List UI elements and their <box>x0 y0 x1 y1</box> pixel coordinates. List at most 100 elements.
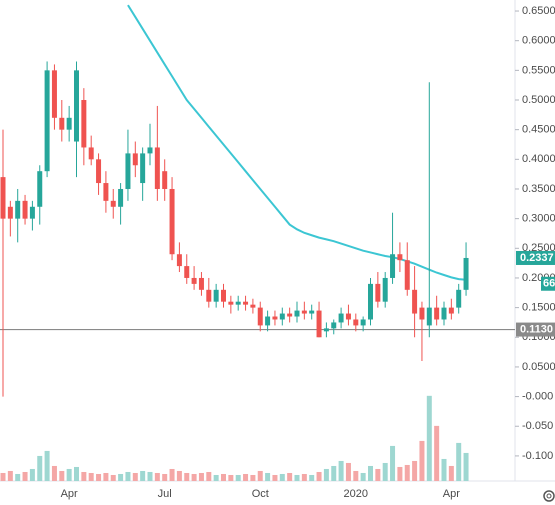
volume-bar <box>184 472 190 481</box>
annotation: 66 <box>543 278 555 290</box>
candle-body <box>154 147 160 189</box>
x-tick-label: Oct <box>252 488 269 500</box>
candle-body <box>59 117 65 130</box>
candle-body <box>22 200 28 219</box>
volume-bar <box>338 460 344 481</box>
volume-bar <box>235 474 241 481</box>
volume-bar <box>404 464 410 481</box>
hline-box <box>516 322 555 337</box>
candle-body <box>74 70 79 142</box>
volume-bar <box>198 472 204 481</box>
candle-body <box>426 307 432 326</box>
volume-bar <box>29 468 35 481</box>
volume-bar <box>353 470 359 481</box>
candle-body <box>147 147 153 154</box>
volume-bar <box>96 473 102 481</box>
y-tick-label: 0.1500 <box>522 302 555 314</box>
y-tick-label: 0.3000 <box>522 213 555 225</box>
candle-body <box>390 254 396 278</box>
candle-body <box>250 304 256 308</box>
candle-body <box>140 153 146 184</box>
volume-bar <box>375 468 381 481</box>
volume-bar <box>243 473 249 481</box>
settings-icon[interactable] <box>543 490 555 502</box>
candle-body <box>125 153 131 189</box>
candle-body <box>316 310 322 338</box>
volume-bar <box>419 440 425 481</box>
candle-body <box>81 100 87 148</box>
candle-body <box>162 171 168 189</box>
volume-bar <box>81 471 87 481</box>
candle-body <box>37 171 43 207</box>
volume-bar <box>441 458 447 481</box>
candle-body <box>463 257 469 290</box>
candle-body <box>44 70 50 172</box>
volume-bar <box>74 466 79 481</box>
volume-bar <box>125 471 131 481</box>
volume-bar <box>228 474 234 481</box>
candle-body <box>441 307 447 320</box>
candle-body <box>257 307 263 326</box>
volume-bar <box>147 471 153 481</box>
volume-bar <box>272 474 278 481</box>
volume-bar <box>323 468 329 481</box>
candle-body <box>345 313 351 320</box>
moving-average <box>127 4 467 281</box>
candle-body <box>448 307 454 314</box>
volume-bar <box>37 455 43 481</box>
candle-body <box>228 301 234 305</box>
volume-bar <box>44 450 50 481</box>
last-price-label: 0.2337 <box>520 252 554 264</box>
volume-bar <box>257 470 263 481</box>
candle-body <box>15 200 21 219</box>
candle-body <box>51 70 57 118</box>
candle-body <box>294 310 300 317</box>
volume-bar <box>287 472 293 481</box>
candle-body <box>279 313 285 320</box>
volume-bar <box>382 462 388 481</box>
candle-body <box>434 307 440 320</box>
candle-body <box>29 206 35 219</box>
volume-bar <box>412 460 418 481</box>
candle-body <box>309 310 315 314</box>
volume-bar <box>390 445 396 481</box>
x-tick-label: Apr <box>443 488 460 500</box>
volume-bar <box>456 442 462 481</box>
volume-bar <box>66 468 72 481</box>
volume-bar <box>103 472 109 481</box>
volume-bar <box>316 471 322 481</box>
candle-body <box>235 301 241 305</box>
candle-body <box>456 289 462 308</box>
candle-body <box>301 310 307 314</box>
candle-body <box>88 147 94 160</box>
volume-bar <box>397 466 403 481</box>
candle-body <box>412 289 418 314</box>
volume-bar <box>191 473 197 481</box>
candle-body <box>331 322 337 329</box>
candle-body <box>287 313 293 317</box>
volume-bar <box>88 472 94 481</box>
candle-body <box>375 283 381 302</box>
candle-body <box>7 206 13 219</box>
volume-bar <box>434 425 440 481</box>
candle-body <box>103 183 109 201</box>
candle-body <box>419 307 425 320</box>
candle-body <box>191 277 197 284</box>
volume-bar <box>0 472 6 481</box>
gear-center[interactable] <box>546 493 552 499</box>
y-tick-label: 0.3500 <box>522 183 555 195</box>
candle-body <box>353 319 359 326</box>
gear[interactable] <box>543 490 555 502</box>
candle-body <box>323 328 329 332</box>
x-tick-label: Jul <box>158 488 172 500</box>
volume-bar <box>426 395 432 481</box>
y-tick-label: 0.6500 <box>522 5 555 17</box>
candle-body <box>169 188 175 255</box>
y-tick-label: 0.5000 <box>522 94 555 106</box>
y-tick-label: 0.6000 <box>522 35 555 47</box>
candle-body <box>198 277 204 290</box>
last-price-box <box>516 250 555 265</box>
volume-bar <box>448 465 454 481</box>
y-tick-label: 0.4500 <box>522 124 555 136</box>
